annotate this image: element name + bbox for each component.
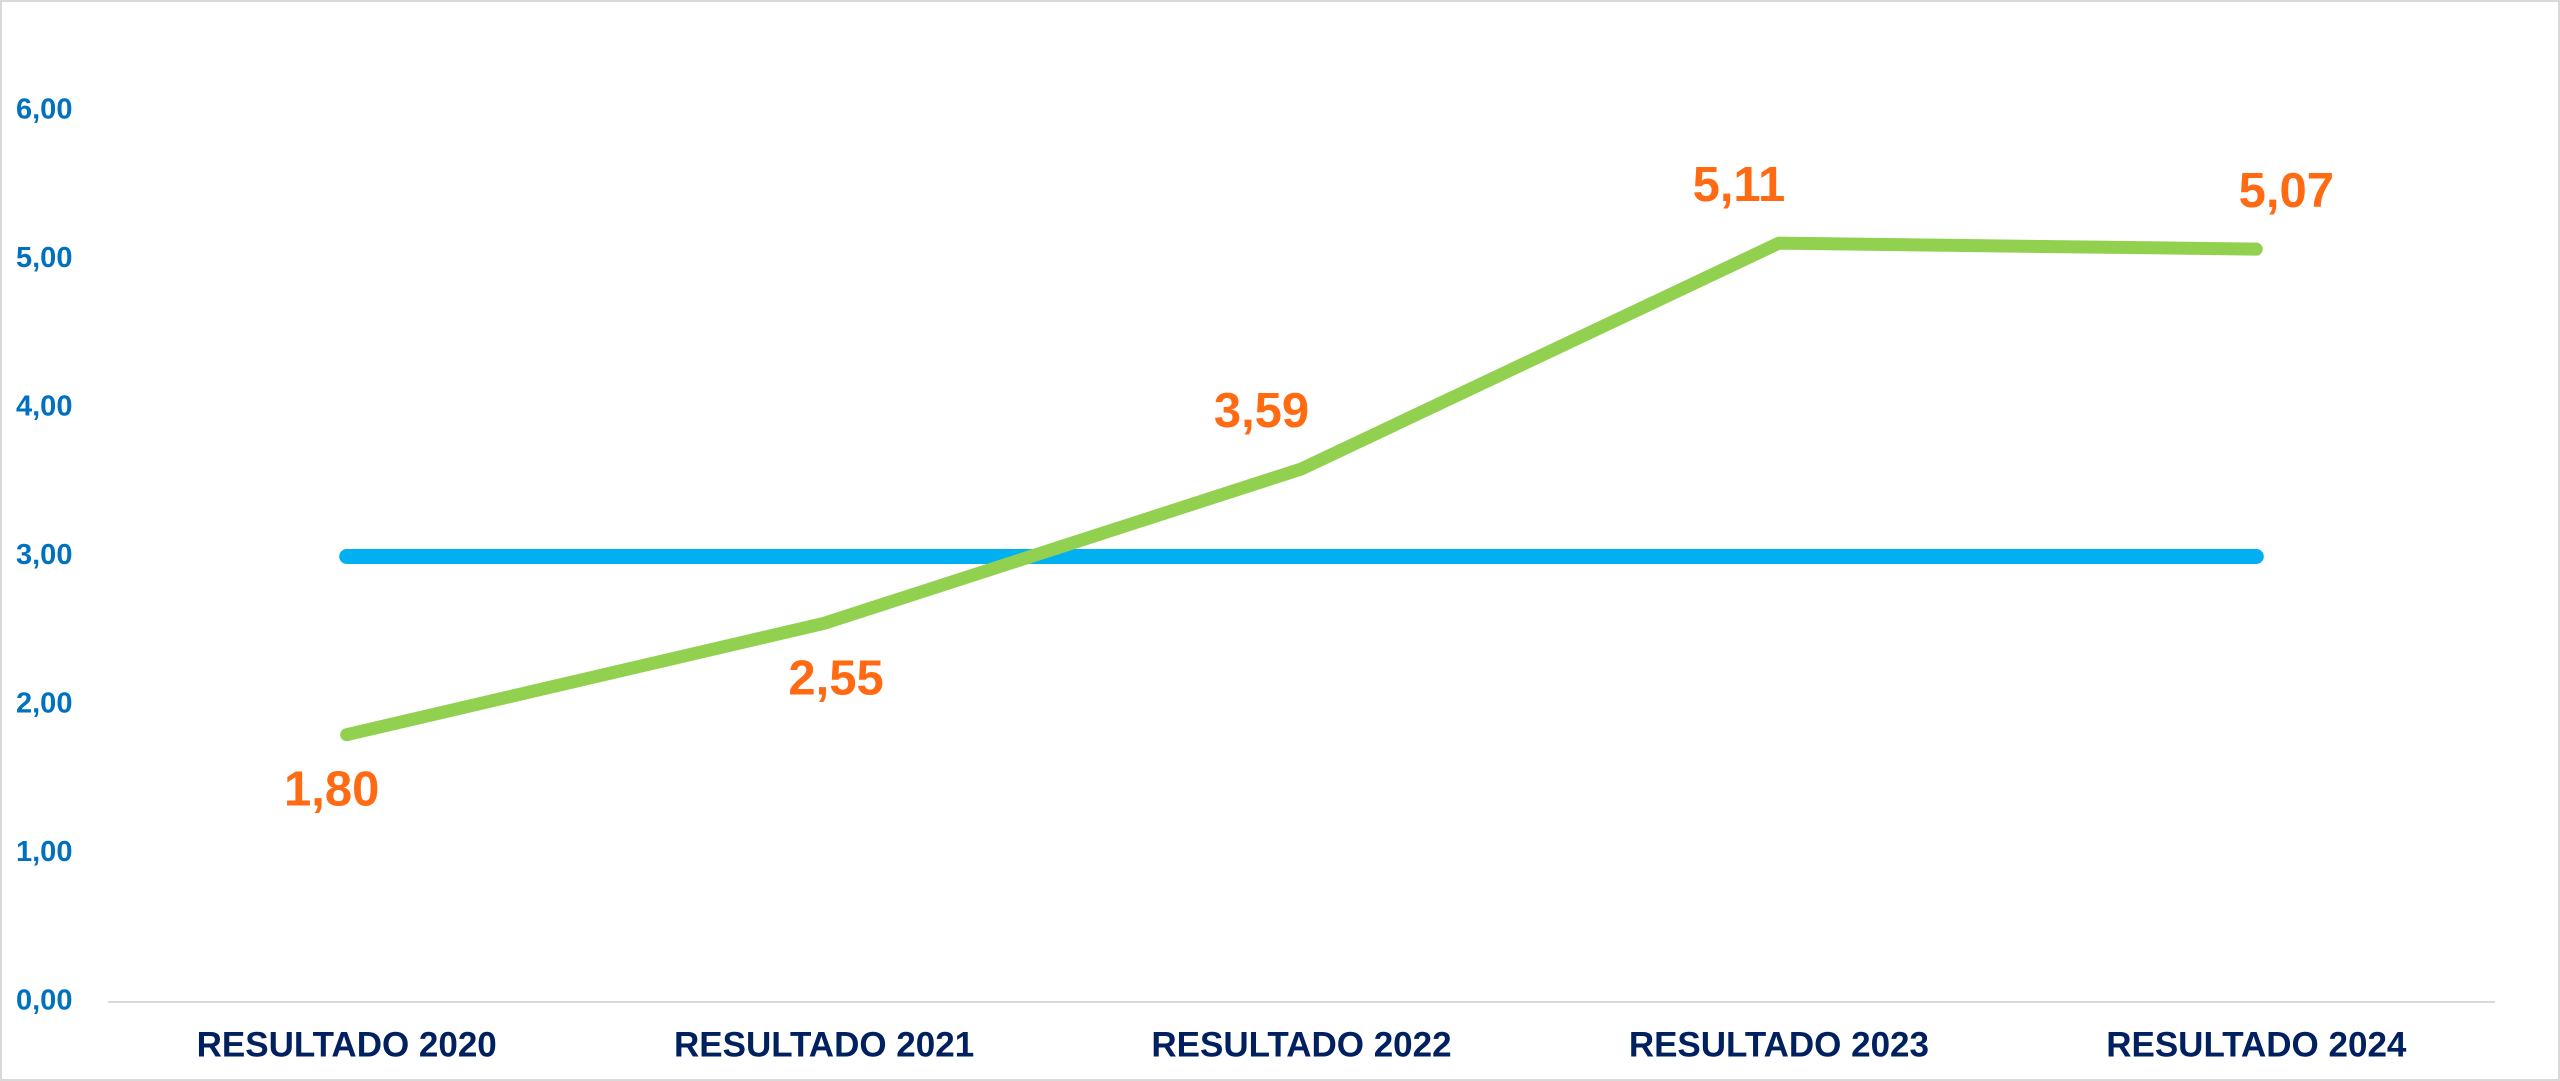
series-line xyxy=(340,236,2263,742)
data-label: 5,11 xyxy=(1693,158,1786,212)
data-label: 1,80 xyxy=(284,763,379,817)
x-tick-label: RESULTADO 2023 xyxy=(1629,1025,1929,1064)
data-label: 5,07 xyxy=(2239,164,2334,218)
x-tick-label: RESULTADO 2024 xyxy=(2106,1025,2407,1064)
y-tick-label: 4,00 xyxy=(16,391,72,423)
y-tick-label: 5,00 xyxy=(16,242,72,274)
y-tick-label: 0,00 xyxy=(16,985,72,1017)
y-tick-label: 3,00 xyxy=(16,539,72,571)
data-label: 2,55 xyxy=(788,651,883,705)
y-tick-label: 2,00 xyxy=(16,688,72,720)
data-label: 3,59 xyxy=(1214,384,1309,438)
x-tick-label: RESULTADO 2020 xyxy=(197,1025,497,1064)
x-tick-label: RESULTADO 2022 xyxy=(1151,1025,1451,1064)
x-tick-label: RESULTADO 2021 xyxy=(674,1025,974,1064)
y-tick-label: 6,00 xyxy=(16,94,72,126)
y-tick-label: 1,00 xyxy=(16,836,72,868)
